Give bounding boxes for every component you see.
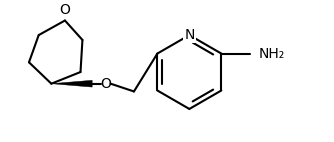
Text: N: N xyxy=(184,28,194,42)
Text: O: O xyxy=(100,77,111,91)
Text: O: O xyxy=(59,3,70,17)
Polygon shape xyxy=(51,80,92,87)
Text: NH₂: NH₂ xyxy=(258,47,285,60)
